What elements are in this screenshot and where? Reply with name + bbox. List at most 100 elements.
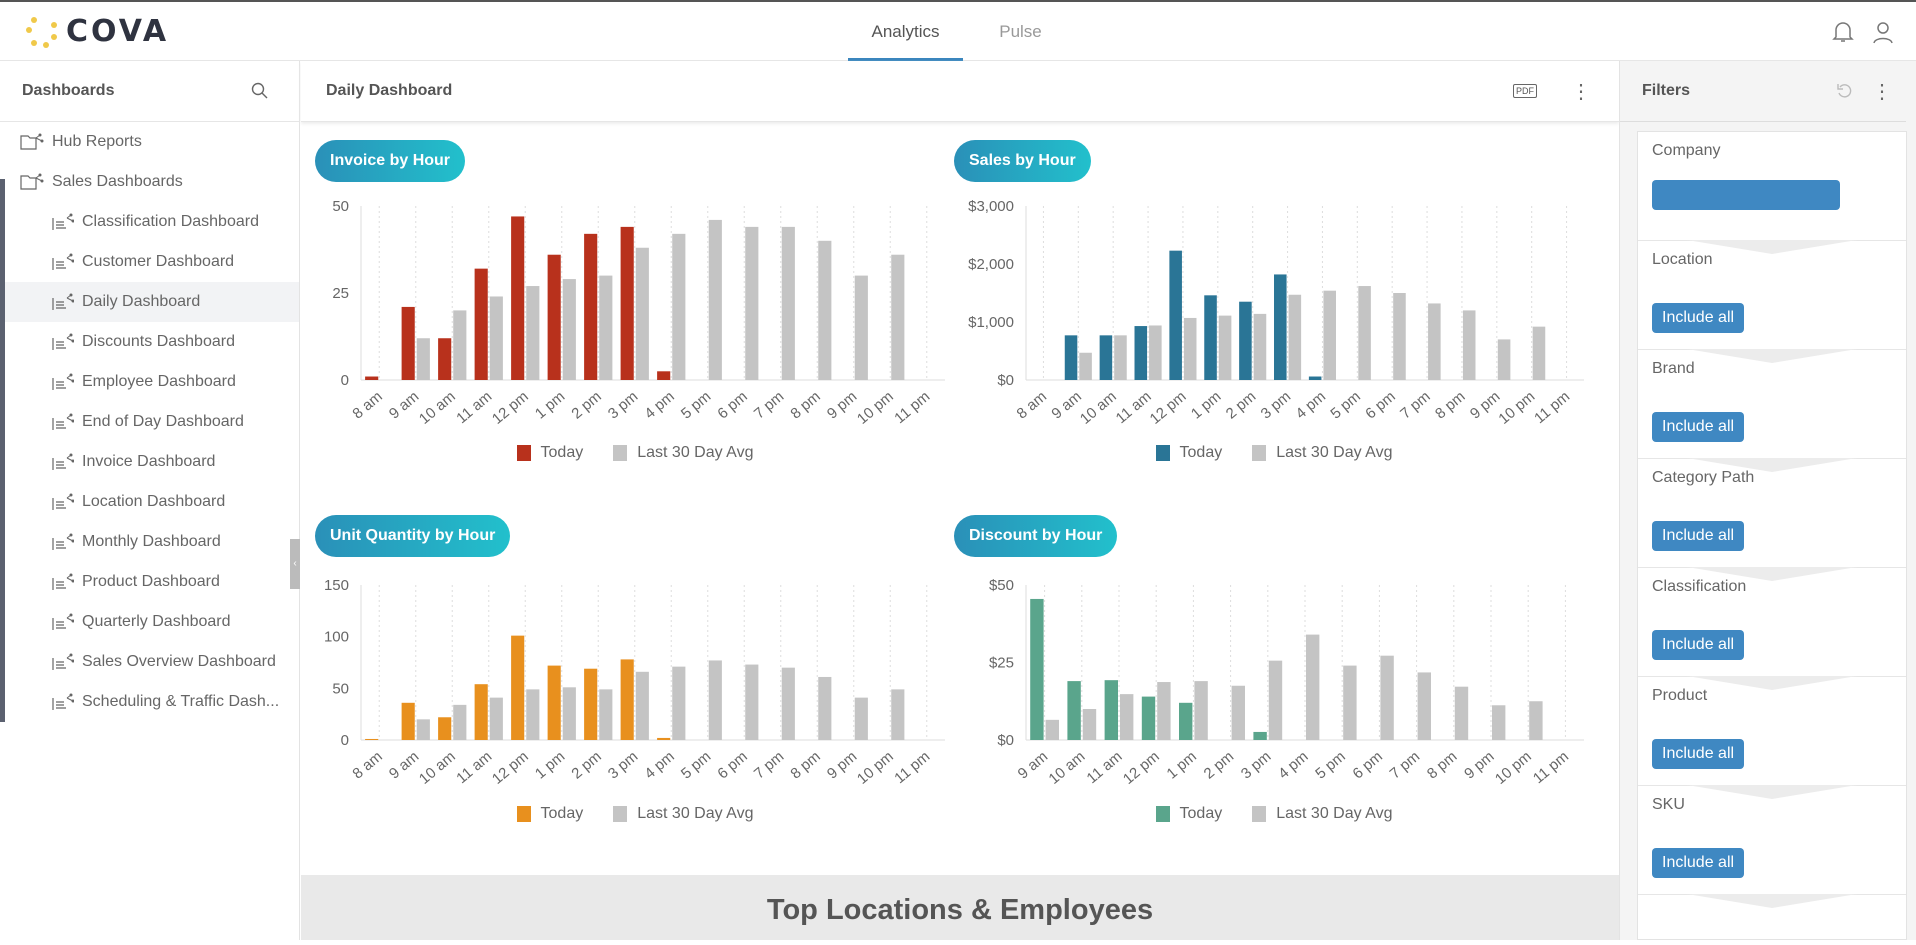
legend-item[interactable]: Last 30 Day Avg	[613, 444, 753, 462]
bar-avg	[781, 226, 795, 380]
filter-separator-arrow	[1687, 785, 1857, 799]
sidebar-item-dashboard[interactable]: End of Day Dashboard	[0, 402, 299, 442]
x-tick-label: 7 pm	[751, 748, 787, 782]
sidebar-item-dashboard[interactable]: Scheduling & Traffic Dash...	[0, 682, 299, 722]
sidebar-item-dashboard[interactable]: Daily Dashboard	[0, 282, 299, 322]
filter-value-button[interactable]: Include all	[1652, 739, 1745, 769]
bar-today	[584, 668, 598, 740]
sidebar-item-dashboard[interactable]: Monthly Dashboard	[0, 522, 299, 562]
y-tick-label: $0	[997, 372, 1014, 389]
sidebar-item-dashboard[interactable]: Sales Overview Dashboard	[0, 642, 299, 682]
sidebar-item-dashboard[interactable]: Product Dashboard	[0, 562, 299, 602]
bar-today	[438, 717, 452, 740]
bar-today	[1169, 250, 1182, 380]
bell-icon[interactable]	[1832, 20, 1854, 44]
dashboard-icon	[52, 373, 74, 390]
folder-label: Hub Reports	[52, 133, 142, 150]
x-tick-label: 7 pm	[751, 388, 787, 422]
bar-today	[401, 306, 415, 380]
filters-panel: Filters ⋮ Company Location Include all Bran…	[1619, 61, 1916, 940]
sidebar-item-dashboard[interactable]: Invoice Dashboard	[0, 442, 299, 482]
filter-value-button[interactable]: Include all	[1652, 521, 1745, 551]
sidebar-folder[interactable]: Sales Dashboards	[0, 162, 299, 202]
dashboard-icon	[52, 613, 74, 630]
x-tick-label: 10 pm	[1495, 388, 1538, 428]
search-icon[interactable]	[251, 82, 269, 100]
filter-label: SKU	[1652, 796, 1685, 813]
chart-title: Unit Quantity by Hour	[315, 515, 511, 557]
x-tick-label: 5 pm	[678, 748, 714, 782]
pdf-export-icon[interactable]: PDF	[1513, 84, 1537, 98]
bar-avg	[453, 704, 467, 740]
legend-item[interactable]: Today	[1155, 444, 1222, 462]
bar-avg	[1497, 339, 1511, 380]
legend-item[interactable]: Last 30 Day Avg	[1252, 805, 1392, 823]
filter-separator-arrow	[1687, 894, 1857, 908]
legend-item[interactable]: Today	[1155, 805, 1222, 823]
legend-label: Last 30 Day Avg	[1276, 805, 1393, 822]
sidebar-item-dashboard[interactable]: Customer Dashboard	[0, 242, 299, 282]
cova-logo[interactable]: COVA	[26, 14, 169, 49]
sidebar-scrollbar[interactable]	[0, 179, 5, 722]
legend-swatch	[1252, 445, 1267, 461]
bar-avg	[1417, 672, 1431, 740]
bar-avg	[416, 719, 430, 740]
sidebar-item-dashboard[interactable]: Location Dashboard	[0, 482, 299, 522]
bar-avg	[1529, 701, 1543, 740]
filter-value-button[interactable]: Include all	[1652, 303, 1745, 333]
sidebar-item-dashboard[interactable]: Discounts Dashboard	[0, 322, 299, 362]
bar-avg	[562, 279, 576, 380]
bar-avg	[672, 233, 686, 380]
filter-value-button[interactable]	[1652, 180, 1840, 210]
bar-avg	[526, 689, 540, 740]
bar-avg	[1268, 660, 1283, 740]
bar-avg	[1079, 352, 1092, 380]
x-tick-label: 2 pm	[568, 748, 604, 782]
x-tick-label: 8 pm	[1432, 388, 1468, 422]
tab-pulse[interactable]: Pulse	[999, 22, 1042, 41]
filter-company: Company	[1638, 132, 1906, 254]
legend-item[interactable]: Today	[516, 805, 583, 823]
x-tick-label: 7 pm	[1387, 748, 1423, 782]
bar-today	[1308, 376, 1322, 380]
sidebar-folder[interactable]: Hub Reports	[0, 122, 299, 162]
legend-item[interactable]: Today	[516, 444, 583, 462]
x-tick-label: 9 am	[1015, 748, 1051, 782]
filter-label: Company	[1652, 142, 1721, 159]
filter-value-button[interactable]: Include all	[1652, 630, 1745, 660]
dashboard-icon	[52, 533, 74, 550]
x-tick-label: 3 pm	[605, 388, 641, 422]
x-tick-label: 11 pm	[1531, 388, 1573, 427]
sidebar-item-dashboard[interactable]: Employee Dashboard	[0, 362, 299, 402]
x-tick-label: 8 pm	[787, 748, 823, 782]
x-tick-label: 12 pm	[1147, 388, 1190, 428]
legend-item[interactable]: Last 30 Day Avg	[613, 805, 753, 823]
filters-title: Filters	[1642, 82, 1691, 99]
x-tick-label: 11 am	[453, 388, 495, 427]
filter-value-button[interactable]: Include all	[1652, 412, 1745, 442]
sidebar-item-dashboard[interactable]: Quarterly Dashboard	[0, 602, 299, 642]
tab-analytics[interactable]: Analytics	[848, 2, 963, 61]
collapse-sidebar-handle[interactable]: ‹	[290, 539, 300, 589]
bar-avg	[1157, 682, 1171, 740]
filters-more-icon[interactable]: ⋮	[1872, 80, 1892, 103]
more-options-icon[interactable]: ⋮	[1571, 80, 1591, 103]
reset-icon[interactable]	[1836, 82, 1854, 100]
bar-avg	[891, 254, 905, 380]
sidebar-item-dashboard[interactable]: Classification Dashboard	[0, 202, 299, 242]
y-tick-label: 0	[341, 372, 349, 389]
bar-today	[474, 268, 488, 380]
legend-item[interactable]: Last 30 Day Avg	[1252, 444, 1392, 462]
bar-avg	[1218, 315, 1232, 380]
y-tick-label: $25	[989, 655, 1014, 672]
bar-today	[657, 371, 671, 380]
bar-avg	[1288, 294, 1302, 380]
bar-today	[474, 684, 488, 740]
bar-avg	[1253, 313, 1267, 380]
chart-0: Invoice by Hour 0 25 50 8 am 9 am 10 am 11 am 12…	[315, 140, 955, 480]
bar-avg	[1532, 326, 1546, 380]
user-icon[interactable]	[1872, 20, 1894, 44]
filter-value-button[interactable]: Include all	[1652, 848, 1745, 878]
bar-avg	[1231, 685, 1245, 740]
